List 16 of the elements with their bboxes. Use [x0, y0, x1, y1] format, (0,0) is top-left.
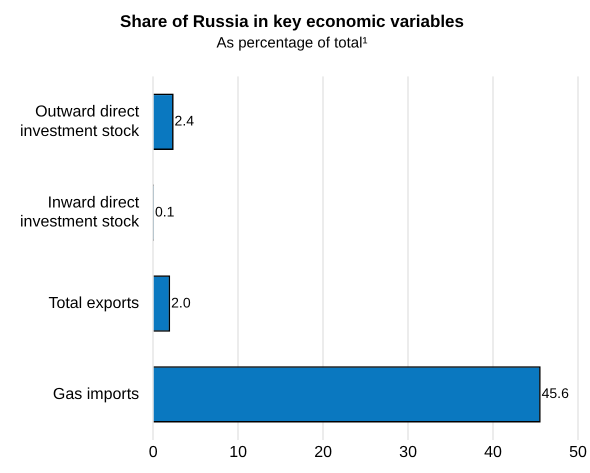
data-label: 2.0 — [171, 294, 191, 310]
y-tick-label: Total exports — [48, 294, 140, 312]
data-label: 0.1 — [155, 204, 175, 220]
chart-subtitle: As percentage of total¹ — [216, 34, 368, 52]
x-tick-label: 10 — [229, 444, 248, 461]
x-tick-label: 20 — [314, 444, 332, 461]
y-tick-label: Inward direct investment stock — [20, 194, 140, 231]
data-label: 2.4 — [174, 112, 194, 129]
x-tick-label: 50 — [569, 444, 587, 461]
x-tick-label: 0 — [148, 444, 158, 461]
chart-title: Share of Russia in key economic variables — [120, 12, 464, 31]
data-label: 45.6 — [542, 385, 570, 402]
y-tick-label: Outward direct investment stock — [20, 104, 140, 140]
x-tick-label: 40 — [484, 444, 502, 461]
y-tick-label: Gas imports — [52, 386, 140, 403]
x-tick-label: 30 — [399, 444, 418, 461]
